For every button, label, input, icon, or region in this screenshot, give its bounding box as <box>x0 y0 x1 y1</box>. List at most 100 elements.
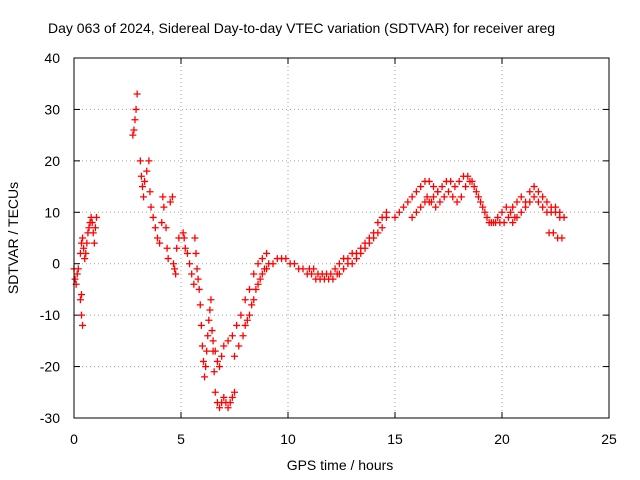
data-point <box>153 234 161 242</box>
data-point <box>438 183 446 191</box>
data-point <box>502 203 510 211</box>
data-point <box>245 285 253 293</box>
data-point <box>147 203 155 211</box>
data-point <box>250 270 258 278</box>
data-point <box>395 208 403 216</box>
data-point <box>172 270 180 278</box>
data-point <box>207 296 215 304</box>
data-point <box>252 285 260 293</box>
data-point <box>168 193 176 201</box>
data-point <box>203 347 211 355</box>
data-point <box>254 260 262 268</box>
data-point <box>327 270 335 278</box>
data-point <box>83 239 91 247</box>
data-point <box>81 255 89 263</box>
data-point <box>374 219 382 227</box>
data-point <box>440 193 448 201</box>
data-point <box>526 188 534 196</box>
data-point <box>183 249 191 257</box>
data-point <box>224 337 232 345</box>
data-point <box>79 234 87 242</box>
y-tick-label: -30 <box>40 410 60 426</box>
data-point <box>170 260 178 268</box>
data-point <box>423 193 431 201</box>
data-point <box>453 198 461 206</box>
x-tick-label: 10 <box>280 431 296 447</box>
x-tick-label: 15 <box>387 431 403 447</box>
data-point <box>391 213 399 221</box>
data-point <box>191 234 199 242</box>
data-point <box>517 193 525 201</box>
data-point <box>558 234 566 242</box>
data-point <box>263 265 271 273</box>
data-point <box>92 213 100 221</box>
data-point <box>231 388 238 396</box>
data-point <box>136 157 144 165</box>
x-axis-label: GPS time / hours <box>287 457 394 473</box>
y-tick-label: 0 <box>52 256 60 272</box>
data-point <box>470 183 478 191</box>
data-point <box>204 332 212 340</box>
data-point <box>140 193 148 201</box>
plot-frame <box>73 57 610 419</box>
data-point <box>412 208 420 216</box>
data-point <box>180 234 188 242</box>
x-tick-label: 5 <box>177 431 185 447</box>
data-point <box>133 90 141 98</box>
data-point <box>310 265 318 273</box>
data-point <box>335 270 343 278</box>
data-point <box>199 357 207 365</box>
data-point <box>164 255 172 263</box>
data-point <box>509 203 517 211</box>
data-point <box>432 203 440 211</box>
data-point <box>466 177 474 185</box>
data-point <box>370 234 378 242</box>
data-point <box>218 352 226 360</box>
data-point <box>513 213 521 221</box>
data-point <box>256 275 264 283</box>
data-point <box>361 244 369 252</box>
data-point <box>239 332 247 340</box>
data-point <box>74 265 82 273</box>
data-point <box>141 177 149 185</box>
data-point <box>352 255 360 263</box>
data-point <box>181 244 189 252</box>
data-point <box>507 208 515 216</box>
data-point <box>290 260 298 268</box>
data-point <box>427 198 435 206</box>
data-point <box>228 393 236 401</box>
data-point <box>131 116 139 124</box>
data-point <box>282 255 290 263</box>
data-point <box>228 332 236 340</box>
data-point <box>173 244 181 252</box>
data-point <box>534 198 542 206</box>
data-point <box>549 229 557 237</box>
data-point <box>156 239 164 247</box>
data-point <box>417 183 425 191</box>
y-tick-label: 20 <box>44 153 60 169</box>
data-point <box>77 311 85 319</box>
data-point <box>483 213 491 221</box>
data-point <box>194 275 202 283</box>
data-point <box>220 342 228 350</box>
y-tick-label: 40 <box>44 50 60 66</box>
x-tick-label: 0 <box>70 431 78 447</box>
data-point <box>233 321 241 329</box>
data-point <box>143 167 151 175</box>
data-point <box>179 229 187 237</box>
data-point <box>130 126 138 134</box>
data-point <box>210 368 218 376</box>
data-point <box>145 157 153 165</box>
data-point <box>430 183 438 191</box>
data-point <box>299 265 307 273</box>
data-point <box>213 357 221 365</box>
data-point <box>73 270 81 278</box>
data-point <box>80 244 88 252</box>
data-point <box>404 198 412 206</box>
data-point <box>447 177 455 185</box>
data-point <box>430 193 438 201</box>
data-point <box>477 198 485 206</box>
data-point <box>534 188 542 196</box>
data-point <box>137 172 145 180</box>
data-point <box>216 404 224 412</box>
